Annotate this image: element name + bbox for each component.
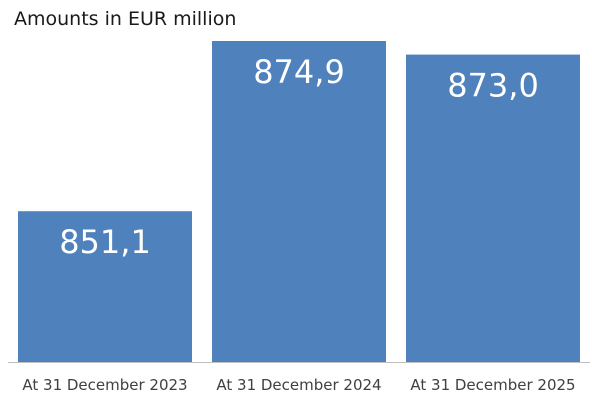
- data-label-1: 874,9: [253, 53, 345, 91]
- data-label-2: 873,0: [447, 67, 539, 105]
- x-tick-label-1: At 31 December 2024: [216, 376, 381, 394]
- data-label-0: 851,1: [59, 223, 151, 261]
- x-tick-label-2: At 31 December 2025: [410, 376, 575, 394]
- x-tick-label-0: At 31 December 2023: [22, 376, 187, 394]
